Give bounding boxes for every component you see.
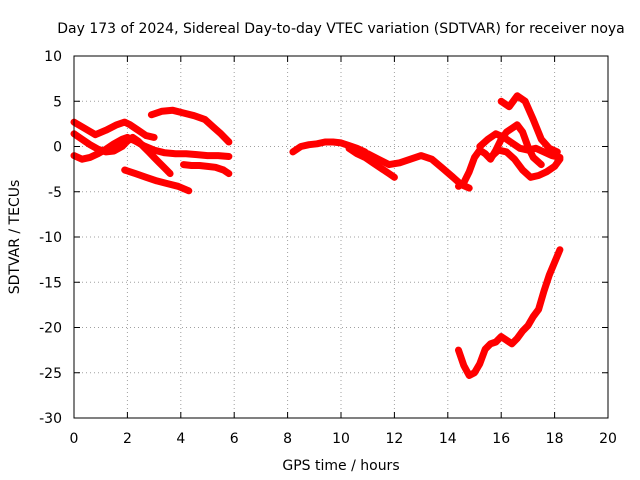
data-series-layer [70,92,564,379]
x-tick-label: 18 [546,431,564,447]
y-tick-label: 0 [53,140,62,156]
y-tick-label: 10 [44,49,62,65]
chart-title: Day 173 of 2024, Sidereal Day-to-day VTE… [57,21,625,37]
series-arc-6 [147,106,233,146]
series-arc-12 [497,92,561,156]
x-tick-label: 8 [283,431,292,447]
series-arc-5 [180,161,233,178]
y-tick-label: -25 [39,366,62,382]
y-tick-label: -20 [39,321,62,337]
axis-ticks: 0 2 4 6 8 10 12 14 16 18 20 10 5 0 -5 -10 -15 -20 -25 -30 [39,49,617,447]
series-arc-13 [487,146,564,181]
x-tick-label: 20 [599,431,617,447]
x-tick-label: 16 [492,431,510,447]
series-arc-3 [70,133,233,163]
series-arc-4 [121,166,193,195]
series-arc-8 [345,144,398,181]
x-tick-label: 4 [176,431,185,447]
x-tick-label: 10 [332,431,350,447]
series-arc-11 [476,130,564,161]
series-arc-10 [455,121,545,190]
x-tick-label: 12 [385,431,403,447]
x-tick-label: 6 [230,431,239,447]
y-tick-label: -5 [48,185,62,201]
y-tick-label: -30 [39,411,62,427]
series-arc-14 [455,246,564,379]
y-tick-label: 5 [53,94,62,110]
y-tick-label: -10 [39,230,62,246]
x-axis-label: GPS time / hours [282,458,399,474]
grid-lines [74,56,608,418]
series-arc-1 [70,118,158,141]
series-arc-9 [364,150,473,192]
y-tick-label: -15 [39,275,62,291]
x-tick-label: 0 [70,431,79,447]
y-axis-label: SDTVAR / TECUs [7,180,23,295]
x-tick-label: 14 [439,431,457,447]
x-tick-label: 2 [123,431,132,447]
